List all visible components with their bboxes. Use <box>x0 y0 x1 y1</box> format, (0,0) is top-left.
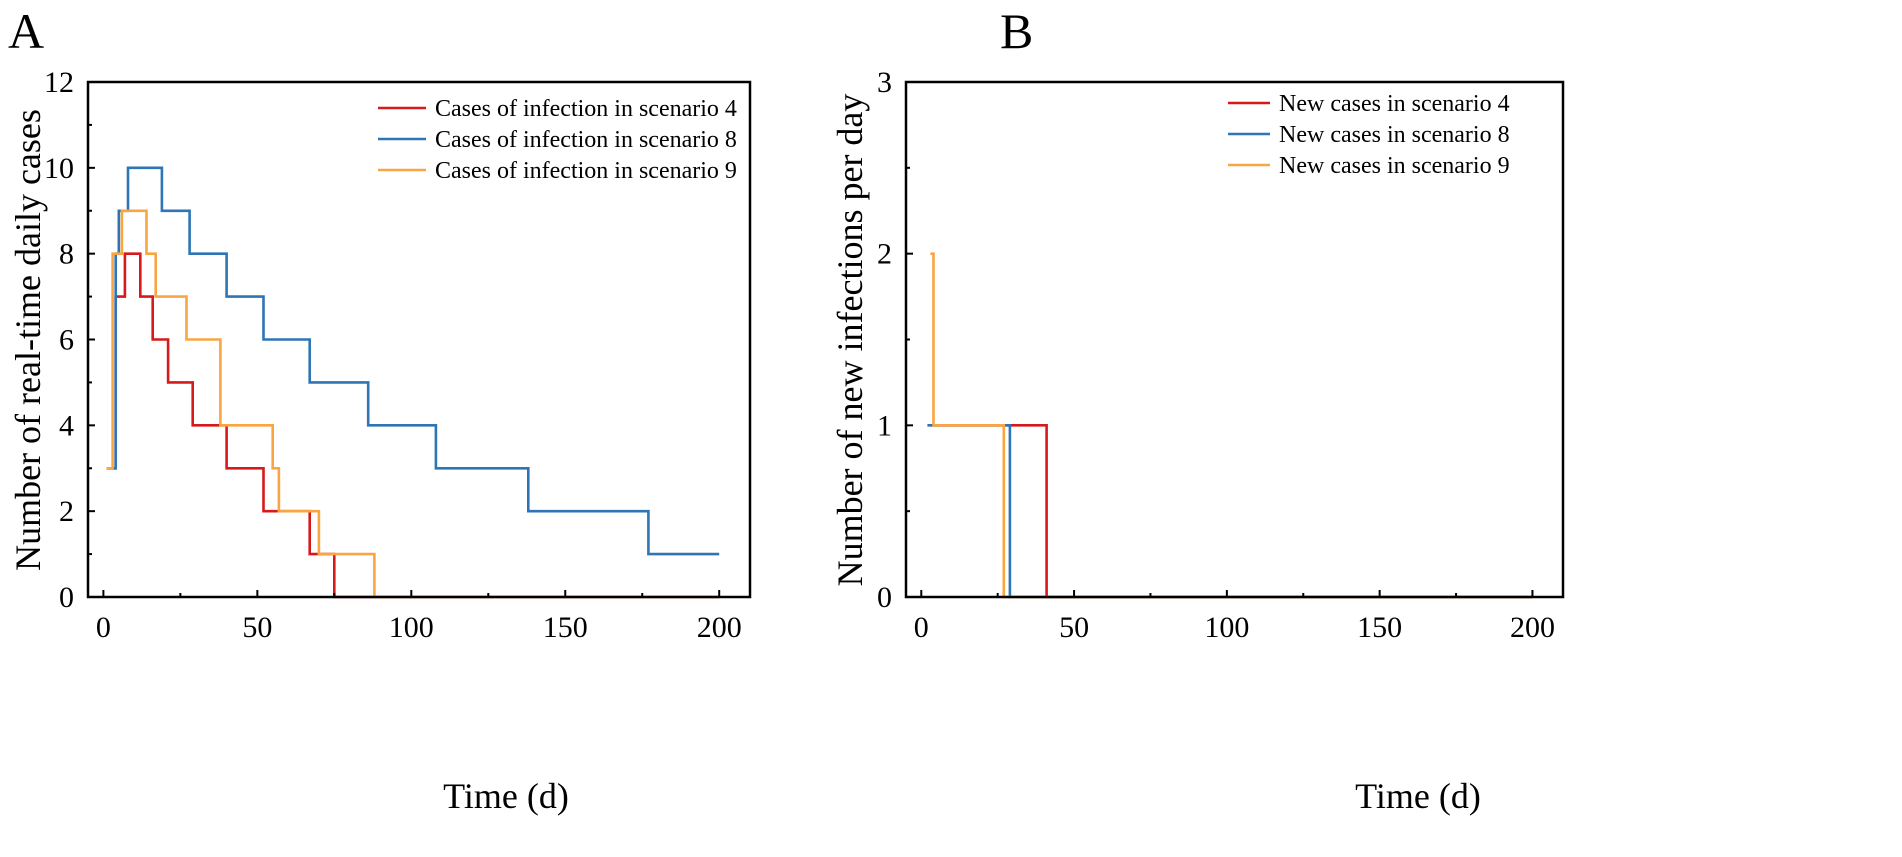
x-tick-label: 150 <box>543 611 588 644</box>
series-line-1 <box>106 166 720 556</box>
x-tick-label: 100 <box>1204 611 1249 644</box>
x-tick-label: 50 <box>242 611 272 644</box>
y-tick-label: 4 <box>59 409 74 442</box>
legend-entry: Cases of infection in scenario 4 <box>435 96 737 122</box>
x-tick-label: 150 <box>1357 611 1402 644</box>
legend-entry: New cases in scenario 4 <box>1279 91 1510 117</box>
x-tick-label: 100 <box>389 611 434 644</box>
series-line-2 <box>106 209 720 599</box>
y-tick-label: 6 <box>59 324 74 357</box>
y-tick-label: 0 <box>59 581 74 614</box>
y-axis-title: Number of real-time daily cases <box>8 109 48 571</box>
panel-a: A Time (d) Number of real-time daily cas… <box>8 3 752 816</box>
y-axis-title: Number of new infections per day <box>830 94 870 587</box>
legend-entry: New cases in scenario 9 <box>1279 153 1510 179</box>
y-tick-label: 0 <box>877 581 892 614</box>
y-tick-label: 2 <box>877 238 892 271</box>
x-tick-label: 200 <box>1510 611 1555 644</box>
legend-entry: Cases of infection in scenario 8 <box>435 127 737 153</box>
x-tick-label: 50 <box>1059 611 1089 644</box>
series-line-1 <box>927 424 1533 599</box>
series-line-0 <box>106 252 720 599</box>
y-tick-label: 10 <box>44 152 74 185</box>
legend-entry: New cases in scenario 8 <box>1279 122 1510 148</box>
panel-letter-b: B <box>1000 3 1033 59</box>
y-tick-label: 3 <box>877 66 892 99</box>
y-tick-label: 1 <box>877 409 892 442</box>
y-tick-label: 12 <box>44 66 74 99</box>
x-tick-label: 0 <box>914 611 929 644</box>
series-line-0 <box>930 424 1533 599</box>
y-tick-label: 2 <box>59 495 74 528</box>
legend-entry: Cases of infection in scenario 9 <box>435 158 737 184</box>
panel-letter-a: A <box>8 3 44 59</box>
x-tick-label: 200 <box>697 611 742 644</box>
x-tick-label: 0 <box>96 611 111 644</box>
x-axis-title: Time (d) <box>1355 776 1481 816</box>
panel-b: B Time (d) Number of new infections per … <box>830 3 1565 816</box>
x-axis-title: Time (d) <box>443 776 569 816</box>
y-tick-label: 8 <box>59 238 74 271</box>
